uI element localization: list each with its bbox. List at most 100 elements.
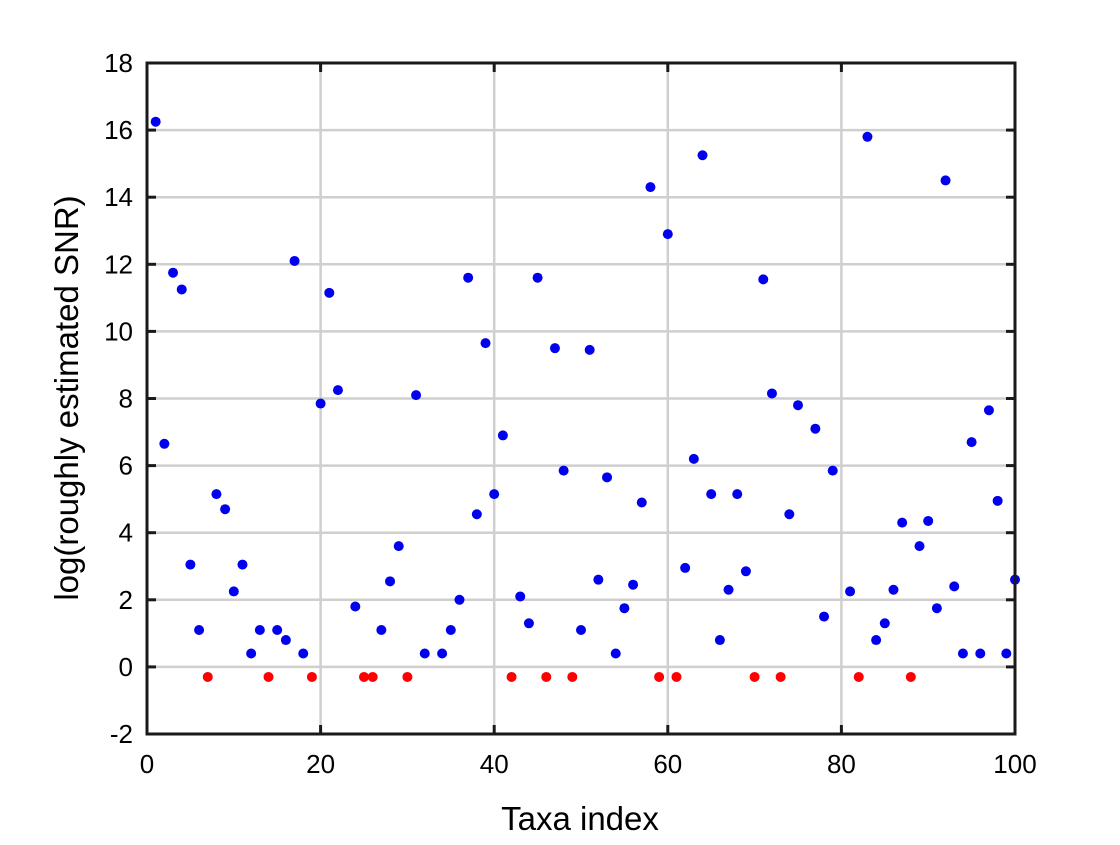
y-tick-label: 8: [119, 384, 133, 414]
data-point-blue: [497, 430, 508, 441]
data-point-red: [506, 671, 517, 682]
x-tick-label: 40: [480, 749, 509, 779]
data-point-red: [853, 671, 864, 682]
data-point-blue: [150, 116, 161, 127]
data-point-red: [402, 671, 413, 682]
data-point-red: [359, 671, 369, 682]
data-point-blue: [220, 504, 231, 515]
data-point-blue: [966, 437, 977, 448]
data-point-blue: [723, 584, 734, 595]
data-point-blue: [254, 624, 265, 635]
data-point-blue: [983, 405, 994, 416]
data-point-blue: [437, 648, 448, 659]
data-point-red: [905, 671, 916, 682]
data-point-red: [654, 671, 665, 682]
data-point-blue: [584, 344, 595, 355]
data-point-blue: [793, 400, 803, 411]
data-point-blue: [489, 489, 500, 500]
data-point-blue: [827, 465, 838, 476]
data-point-blue: [211, 489, 222, 500]
data-point-blue: [324, 287, 335, 298]
data-point-blue: [332, 385, 343, 396]
x-axis-title: Taxa index: [501, 800, 659, 837]
data-point-blue: [740, 566, 751, 577]
y-tick-label: 14: [104, 182, 133, 212]
data-point-red: [749, 671, 760, 682]
data-point-blue: [168, 267, 179, 278]
data-point-blue: [471, 509, 482, 520]
data-point-blue: [914, 541, 925, 552]
y-tick-label: 16: [104, 115, 133, 145]
data-point-blue: [593, 574, 604, 585]
data-point-red: [671, 671, 682, 682]
data-point-blue: [810, 423, 821, 434]
data-point-red: [541, 671, 552, 682]
data-point-blue: [419, 648, 430, 659]
data-point-blue: [315, 398, 326, 409]
y-tick-label: 2: [119, 585, 133, 615]
data-point-blue: [480, 338, 491, 349]
data-point-red: [775, 671, 786, 682]
y-tick-label: 18: [104, 48, 133, 78]
data-point-blue: [714, 635, 725, 646]
data-point-blue: [549, 343, 560, 354]
x-tick-label: 80: [827, 749, 856, 779]
data-point-blue: [879, 618, 890, 629]
data-point-blue: [515, 591, 526, 602]
data-point-blue: [871, 635, 882, 646]
data-point-blue: [619, 603, 630, 614]
data-point-blue: [862, 131, 873, 142]
x-tick-label: 20: [306, 749, 335, 779]
data-point-red: [367, 671, 378, 682]
y-axis-title: log(roughly estimated SNR): [48, 195, 85, 600]
data-point-red: [567, 671, 578, 682]
data-point-blue: [558, 465, 569, 476]
data-point-blue: [393, 541, 404, 552]
data-point-blue: [845, 586, 856, 597]
data-point-blue: [766, 388, 777, 399]
data-point-blue: [463, 272, 474, 283]
data-point-blue: [636, 497, 647, 508]
data-point-blue: [576, 624, 586, 635]
data-point-blue: [610, 648, 621, 659]
data-point-red: [306, 671, 317, 682]
data-point-blue: [289, 255, 300, 266]
y-tick-label: 10: [104, 316, 133, 346]
y-tick-label: 6: [119, 451, 133, 481]
data-point-blue: [819, 611, 830, 622]
data-point-blue: [280, 635, 291, 646]
data-point-blue: [897, 517, 908, 528]
data-point-blue: [784, 509, 795, 520]
x-tick-label: 100: [993, 749, 1036, 779]
data-point-blue: [532, 272, 543, 283]
x-tick-label: 0: [140, 749, 154, 779]
data-point-blue: [185, 559, 196, 570]
data-point-blue: [680, 562, 691, 573]
data-point-blue: [697, 150, 708, 161]
data-point-red: [202, 671, 213, 682]
y-tick-label: 4: [119, 518, 133, 548]
data-point-blue: [923, 515, 934, 526]
y-tick-label: 0: [119, 652, 133, 682]
data-point-blue: [1001, 648, 1012, 659]
data-point-blue: [237, 559, 248, 570]
data-point-blue: [645, 182, 656, 193]
data-point-blue: [523, 618, 534, 629]
y-tick-label: 12: [104, 249, 133, 279]
x-tick-label: 60: [653, 749, 682, 779]
data-point-blue: [411, 390, 422, 401]
data-point-blue: [732, 489, 743, 500]
data-point-blue: [949, 581, 960, 592]
y-tick-label: -2: [110, 719, 133, 749]
axis-ticks: [145, 61, 1017, 736]
data-point-blue: [445, 624, 456, 635]
data-point-blue: [246, 648, 257, 659]
data-point-blue: [940, 175, 951, 186]
data-point-blue: [931, 603, 942, 614]
data-point-blue: [376, 624, 387, 635]
data-point-blue: [688, 453, 699, 464]
data-point-blue: [454, 594, 465, 605]
